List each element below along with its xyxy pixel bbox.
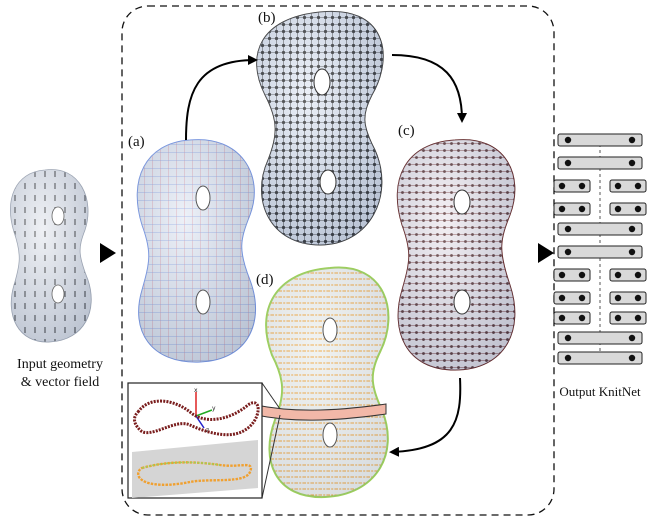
knitnet-stitch-node: [564, 248, 572, 256]
course-inset: x y z: [127, 382, 281, 499]
knitnet-course-block: [557, 351, 643, 365]
arrow-right-triangle-icon: [538, 243, 554, 263]
knitnet-stitch-node: [634, 271, 642, 279]
knitnet-stitch-node: [578, 294, 586, 302]
knitnet-stitch-node: [564, 159, 572, 167]
curved-flow-arrow-a-to-b: [185, 55, 258, 141]
knitnet-stitch-node: [558, 182, 566, 190]
pipeline-frame: [121, 5, 555, 516]
label-b: (b): [258, 10, 276, 26]
knitnet-stitch-node: [614, 205, 622, 213]
label-c: (c): [398, 123, 415, 139]
knitnet-course-block: [557, 222, 643, 236]
knitnet-course-block: [557, 156, 643, 170]
knitnet-stitch-node: [558, 205, 566, 213]
mesh-b-stitch-graph: [256, 10, 384, 246]
knitnet-stitch-node: [578, 271, 586, 279]
knitnet-course-block: [557, 331, 643, 345]
svg-text:y: y: [212, 405, 216, 412]
mesh-d-courses: [255, 266, 390, 499]
knitnet-stitch-node: [558, 314, 566, 322]
knitnet-stitch-node: [634, 314, 642, 322]
knitnet-stitch-node: [614, 314, 622, 322]
knitnet-stitch-node: [634, 182, 642, 190]
mesh-a-parametrization: [136, 139, 257, 363]
curved-flow-arrow-c-to-d: [389, 377, 462, 457]
knitnet-stitch-node: [578, 182, 586, 190]
knitnet-stitch-node: [614, 271, 622, 279]
output-caption: Output KnitNet: [559, 384, 641, 399]
knitnet-stitch-node: [558, 294, 566, 302]
knitnet-stitch-node: [634, 294, 642, 302]
knitnet-stitch-node: [634, 205, 642, 213]
knitnet-stitch-node: [628, 225, 636, 233]
knitnet-stitch-node: [564, 136, 572, 144]
knitnet-stitch-node: [628, 354, 636, 362]
knitnet-stitch-node: [614, 182, 622, 190]
course-band-highlight: [255, 403, 387, 421]
knitnet-stitch-node: [578, 205, 586, 213]
knitnet-stitch-node: [628, 136, 636, 144]
knitnet-course-block: [557, 245, 643, 259]
knitnet-stitch-node: [564, 354, 572, 362]
knitnet-stitch-node: [578, 314, 586, 322]
input-geometry-mesh: [10, 169, 92, 343]
label-a: (a): [128, 134, 145, 150]
knitnet-diagram: [553, 133, 647, 365]
course-flattened: [137, 461, 253, 486]
knitnet-stitch-node: [564, 334, 572, 342]
curved-flow-arrow-b-to-c: [391, 54, 467, 123]
svg-text:z: z: [206, 427, 209, 434]
knitnet-stitch-node: [558, 271, 566, 279]
knitnet-stitch-node: [614, 294, 622, 302]
input-caption-line1: Input geometry: [17, 357, 103, 372]
knitnet-course-block: [557, 133, 643, 147]
knitnet-stitch-node: [564, 225, 572, 233]
input-caption-line2: & vector field: [21, 375, 100, 390]
knitnet-stitch-node: [628, 248, 636, 256]
knitnet-stitch-node: [628, 334, 636, 342]
course-3d-loop: [133, 399, 260, 437]
label-d: (d): [256, 272, 274, 288]
axis-y-arrow: [195, 409, 213, 417]
arrow-right-triangle-icon: [100, 243, 116, 263]
svg-text:x: x: [194, 387, 198, 394]
flattening-plane: [132, 440, 258, 498]
mesh-c-stitch-graph: [396, 139, 516, 371]
knitnet-stitch-node: [628, 159, 636, 167]
